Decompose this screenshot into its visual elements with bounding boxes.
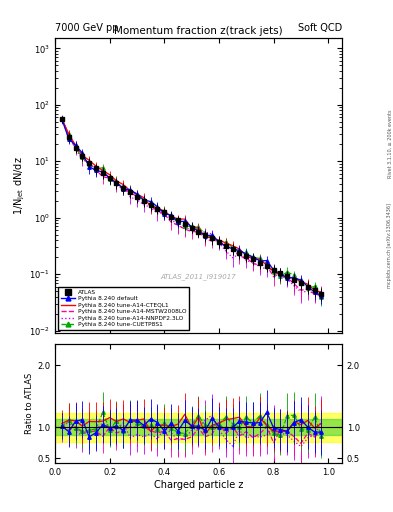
Text: mcplots.cern.ch [arXiv:1306.3436]: mcplots.cern.ch [arXiv:1306.3436]: [387, 203, 392, 288]
Text: Rivet 3.1.10, ≥ 200k events: Rivet 3.1.10, ≥ 200k events: [387, 109, 392, 178]
Y-axis label: 1/N$_\mathregular{jet}$ dN/dz: 1/N$_\mathregular{jet}$ dN/dz: [12, 157, 27, 215]
Y-axis label: Ratio to ATLAS: Ratio to ATLAS: [25, 373, 34, 434]
Text: Soft QCD: Soft QCD: [298, 23, 342, 33]
Text: 7000 GeV pp: 7000 GeV pp: [55, 23, 119, 33]
X-axis label: Charged particle z: Charged particle z: [154, 480, 243, 490]
Title: Momentum fraction z(track jets): Momentum fraction z(track jets): [114, 26, 283, 36]
Text: ATLAS_2011_I919017: ATLAS_2011_I919017: [161, 273, 236, 280]
Legend: ATLAS, Pythia 8.240 default, Pythia 8.240 tune-A14-CTEQL1, Pythia 8.240 tune-A14: ATLAS, Pythia 8.240 default, Pythia 8.24…: [58, 287, 189, 330]
